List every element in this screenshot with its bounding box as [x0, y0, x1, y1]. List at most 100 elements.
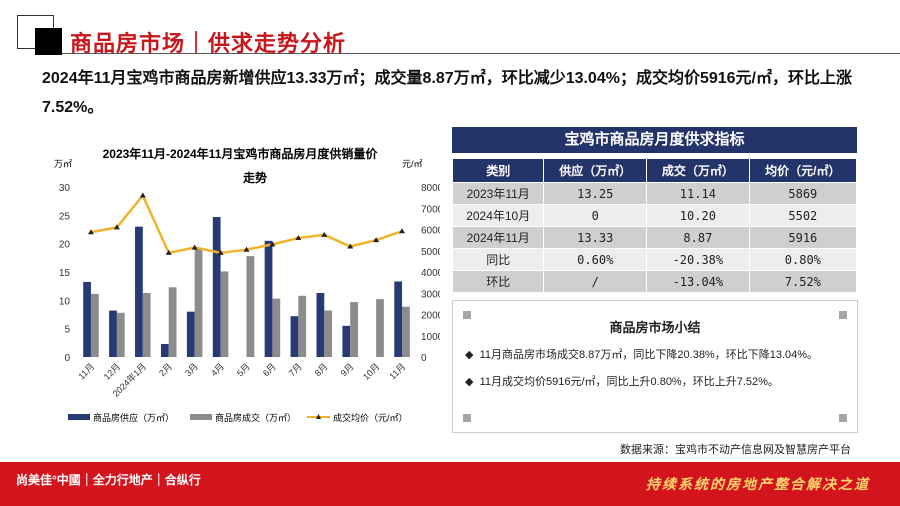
corner-marker [463, 311, 471, 319]
footer-slogan: 持续系统的房地产整合解决之道 [646, 476, 870, 492]
table-cell: 2024年10月 [451, 204, 545, 227]
supply-bar [109, 310, 117, 357]
table-cell: 5916 [748, 226, 858, 249]
x-tick-label: 3月 [183, 361, 200, 378]
supply-demand-chart: 2023年11月-2024年11月宝鸡市商品房月度供销量价 走势 万㎡ 元/㎡ … [54, 146, 440, 423]
table-cell: 2023年11月 [451, 182, 545, 205]
right-axis-unit: 元/㎡ [402, 159, 423, 169]
table-cell: 13.25 [543, 182, 648, 205]
x-tick-label: 11月 [76, 361, 96, 381]
table-cell: 8.87 [646, 226, 750, 249]
left-tick-label: 30 [59, 183, 71, 194]
x-tick-label: 7月 [287, 361, 304, 378]
legend-swatch-supply [68, 414, 90, 420]
legend-deal: 商品房成交（万㎡） [215, 412, 296, 423]
table-cell: 0.80% [748, 248, 858, 271]
table-cell: 7.52% [748, 270, 858, 293]
title-divider [62, 53, 900, 54]
deal-bar [376, 299, 384, 357]
table-cell: 同比 [451, 248, 545, 271]
table-row: 同比 0.60% -20.38% 0.80% [451, 248, 858, 271]
table-cell: 11.14 [646, 182, 750, 205]
supply-bar [83, 281, 91, 357]
col-header: 供应（万㎡） [543, 158, 648, 183]
summary-title: 商品房市场小结 [609, 320, 701, 335]
footer-logo: 尚美佳°中國｜全力行地产｜合纵行 [16, 473, 201, 487]
price-point [113, 224, 120, 230]
table-cell: 0 [543, 204, 648, 227]
right-tick-label: 7000 [421, 204, 440, 215]
supply-bar [160, 343, 169, 357]
data-source: 数据来源：宝鸡市不动产信息网及智慧房产平台 [620, 444, 851, 456]
supply-bar [342, 325, 351, 357]
right-tick-label: 8000 [421, 183, 440, 194]
supply-bar [316, 292, 325, 357]
price-point [191, 244, 198, 250]
chart-legend: 商品房供应（万㎡） 商品房成交（万㎡） 成交均价（元/㎡） [68, 412, 408, 423]
chart-title-line2: 走势 [243, 170, 267, 185]
summary-bullet: 11月成交均价5916元/㎡，同比上升0.80%，环比上升7.52%。 [479, 376, 779, 388]
deal-bar [272, 298, 281, 357]
price-point [217, 249, 224, 255]
left-tick-label: 0 [64, 353, 70, 364]
table-cell: 环比 [451, 270, 545, 293]
price-point [399, 228, 406, 234]
supply-bar [212, 217, 221, 357]
supply-bar [394, 281, 403, 357]
deal-bar [142, 292, 151, 357]
right-tick-label: 0 [421, 353, 427, 364]
supply-bar [135, 226, 143, 357]
x-tick-label: 10月 [361, 361, 382, 382]
price-point [243, 246, 250, 252]
x-tick-label: 4月 [209, 361, 226, 378]
x-tick-label: 6月 [261, 361, 278, 378]
legend-swatch-deal [190, 414, 212, 420]
left-axis-unit: 万㎡ [54, 159, 72, 169]
indicator-table: 类别 供应（万㎡） 成交（万㎡） 均价（元/㎡） 2023年11月 13.25 11… [451, 158, 858, 293]
table-title: 宝鸡市商品房月度供求指标 [452, 127, 857, 153]
x-tick-label: 12月 [102, 361, 123, 382]
page-title: 商品房市场｜供求走势分析 [70, 31, 347, 56]
x-tick-label: 5月 [235, 361, 252, 378]
corner-marker [839, 311, 847, 319]
table-cell: 13.33 [543, 226, 648, 249]
left-tick-label: 5 [64, 325, 70, 336]
table-cell: 5869 [748, 182, 858, 205]
right-tick-label: 3000 [421, 289, 440, 300]
price-point [87, 229, 94, 235]
deal-bar [168, 287, 177, 357]
deal-bar [246, 256, 255, 357]
left-tick-label: 10 [59, 296, 71, 307]
left-tick-label: 20 [59, 240, 71, 251]
diamond-bullet-icon: ◆ [465, 376, 480, 388]
summary-box: 商品房市场小结 ◆ 11月商品房市场成交8.87万㎡，同比下降20.38%，环比… [452, 300, 858, 433]
table-row: 2023年11月 13.25 11.14 5869 [451, 182, 858, 205]
corner-marker [463, 414, 471, 422]
x-tick-label: 2月 [157, 361, 174, 378]
corner-marker [839, 414, 847, 422]
table-cell: 5502 [748, 204, 858, 227]
x-tick-label: 8月 [313, 361, 330, 378]
price-point [295, 235, 302, 240]
right-tick-label: 5000 [421, 247, 440, 258]
deal-bar [324, 310, 333, 357]
supply-bar [186, 311, 195, 357]
table-row: 2024年11月 13.33 8.87 5916 [451, 226, 858, 249]
deal-bar [350, 302, 358, 357]
footer-bar: 尚美佳°中國｜全力行地产｜合纵行 持续系统的房地产整合解决之道 [0, 462, 900, 506]
price-point [347, 243, 354, 249]
deal-bar [220, 271, 229, 357]
decor-square-black [35, 28, 62, 55]
deal-bar [194, 247, 203, 357]
lead-summary: 2024年11月宝鸡市商品房新增供应13.33万㎡；成交量8.87万㎡，环比减少… [42, 70, 852, 116]
summary-bullet: 11月商品房市场成交8.87万㎡，同比下降20.38%，环比下降13.04%。 [479, 349, 819, 361]
diamond-bullet-icon: ◆ [465, 349, 480, 361]
supply-bar [290, 316, 299, 357]
x-tick-label: 9月 [339, 361, 356, 378]
chart-title-line1: 2023年11月-2024年11月宝鸡市商品房月度供销量价 [103, 146, 379, 161]
price-point [373, 237, 380, 243]
legend-supply: 商品房供应（万㎡） [93, 412, 174, 423]
deal-bar [402, 306, 410, 357]
table-cell: 0.60% [543, 248, 648, 271]
table-cell: / [543, 270, 648, 293]
